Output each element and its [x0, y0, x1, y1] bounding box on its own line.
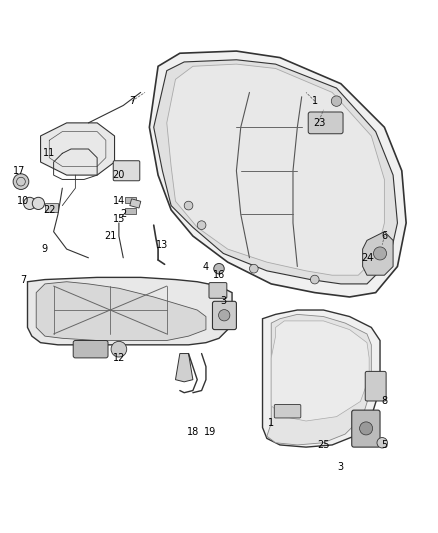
- Text: 1: 1: [312, 96, 318, 106]
- Circle shape: [13, 174, 29, 189]
- Bar: [130, 199, 141, 208]
- Polygon shape: [167, 64, 385, 275]
- Circle shape: [32, 197, 45, 209]
- Polygon shape: [149, 51, 406, 297]
- FancyBboxPatch shape: [365, 372, 386, 401]
- FancyBboxPatch shape: [209, 282, 227, 298]
- Text: 25: 25: [317, 440, 330, 450]
- Text: 10: 10: [17, 196, 29, 206]
- Circle shape: [374, 247, 387, 260]
- Polygon shape: [271, 321, 369, 421]
- Text: 8: 8: [381, 397, 388, 407]
- Bar: [125, 208, 136, 214]
- Text: 3: 3: [338, 462, 344, 472]
- Circle shape: [331, 96, 342, 107]
- Text: 15: 15: [113, 214, 125, 224]
- Text: 5: 5: [381, 440, 388, 450]
- FancyBboxPatch shape: [73, 341, 108, 358]
- Text: 2: 2: [120, 209, 127, 219]
- Text: 14: 14: [113, 196, 125, 206]
- FancyBboxPatch shape: [113, 161, 140, 181]
- Text: 22: 22: [43, 205, 56, 215]
- Text: 16: 16: [213, 270, 225, 280]
- FancyBboxPatch shape: [352, 410, 380, 447]
- Text: 19: 19: [204, 427, 216, 437]
- Bar: [125, 197, 136, 204]
- Text: 4: 4: [203, 262, 209, 271]
- Text: 7: 7: [129, 96, 135, 106]
- Text: 9: 9: [42, 244, 48, 254]
- Circle shape: [111, 341, 127, 357]
- Polygon shape: [262, 310, 380, 447]
- Circle shape: [197, 221, 206, 230]
- Circle shape: [360, 422, 373, 435]
- Polygon shape: [41, 123, 115, 175]
- Polygon shape: [36, 282, 206, 341]
- Polygon shape: [154, 60, 397, 284]
- Text: 13: 13: [156, 240, 169, 250]
- Polygon shape: [28, 277, 232, 345]
- Text: 3: 3: [220, 296, 226, 306]
- Circle shape: [377, 438, 388, 448]
- Circle shape: [184, 201, 193, 210]
- Polygon shape: [267, 314, 371, 445]
- Text: 17: 17: [13, 166, 25, 176]
- Text: 11: 11: [43, 148, 55, 158]
- Polygon shape: [176, 353, 193, 382]
- Circle shape: [250, 264, 258, 273]
- FancyBboxPatch shape: [212, 301, 237, 329]
- Bar: [45, 204, 58, 212]
- Text: 12: 12: [113, 353, 125, 363]
- Circle shape: [311, 275, 319, 284]
- Circle shape: [24, 197, 36, 209]
- Text: 7: 7: [20, 274, 26, 285]
- FancyBboxPatch shape: [308, 112, 343, 134]
- Text: 20: 20: [113, 170, 125, 180]
- Polygon shape: [363, 232, 393, 275]
- Text: 18: 18: [187, 427, 199, 437]
- Text: 24: 24: [361, 253, 373, 263]
- Text: 6: 6: [381, 231, 388, 241]
- Text: 23: 23: [313, 118, 325, 128]
- Circle shape: [219, 310, 230, 321]
- Circle shape: [214, 263, 224, 274]
- Text: 21: 21: [104, 231, 117, 241]
- FancyBboxPatch shape: [274, 405, 301, 418]
- Text: 1: 1: [268, 418, 274, 428]
